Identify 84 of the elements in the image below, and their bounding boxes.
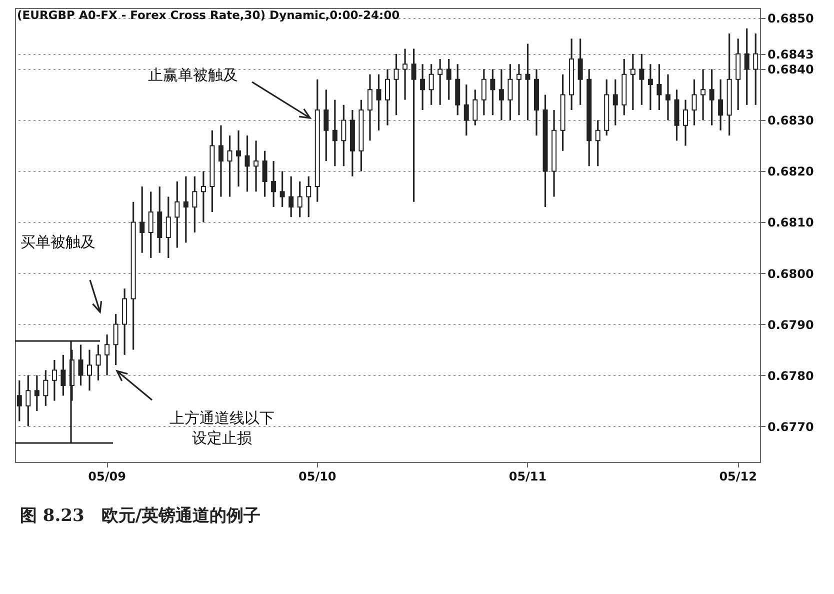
x-tick-label: 05/11 xyxy=(508,470,547,484)
candlestick xyxy=(420,63,426,111)
candlestick xyxy=(438,58,443,106)
candlestick xyxy=(656,63,662,111)
candlestick xyxy=(192,176,198,234)
candlestick xyxy=(744,28,750,106)
x-tick-label: 05/09 xyxy=(88,470,126,484)
y-tick-label: 0.6843 xyxy=(768,47,814,62)
candlestick xyxy=(639,53,644,106)
candlestick xyxy=(665,74,670,122)
candlestick xyxy=(472,88,478,126)
candlestick xyxy=(718,78,724,132)
y-tick-label: 0.6820 xyxy=(768,164,814,179)
candlestick xyxy=(428,63,434,106)
x-tick-label: 05/12 xyxy=(719,470,757,484)
candlestick xyxy=(508,63,513,122)
annotation: 止赢单被触及 xyxy=(148,66,238,84)
candlestick xyxy=(60,354,66,396)
candlestick xyxy=(236,130,241,188)
candlestick xyxy=(464,84,469,136)
candlestick xyxy=(140,186,145,254)
candlestick xyxy=(446,58,452,101)
candlestick xyxy=(753,32,758,106)
candlestick xyxy=(218,124,224,198)
candlestick xyxy=(43,369,48,407)
candlestick xyxy=(200,170,206,224)
candlestick xyxy=(52,359,57,402)
x-tick-label: 05/10 xyxy=(298,470,336,484)
candlestick xyxy=(87,348,92,392)
candlestick xyxy=(227,134,232,198)
candlestick xyxy=(104,334,110,376)
candlestick xyxy=(578,38,583,106)
annotation: 买单被触及 xyxy=(20,233,96,251)
candlestick xyxy=(385,68,390,126)
y-tick-label: 0.6810 xyxy=(768,216,814,230)
candlestick xyxy=(709,68,714,126)
candlestick xyxy=(683,99,688,147)
candlestick xyxy=(411,48,416,203)
y-tick-label: 0.6850 xyxy=(768,12,814,26)
caption: 图 8.23 欧元/英镑通道的例子 xyxy=(20,505,262,527)
candlestick xyxy=(280,170,285,208)
candlestick xyxy=(376,74,382,132)
candlestick xyxy=(402,48,408,101)
candlestick xyxy=(297,180,302,218)
candlestick xyxy=(692,78,697,126)
y-tick-label: 0.6780 xyxy=(768,368,814,383)
candlestick xyxy=(166,196,171,259)
candlestick xyxy=(271,160,276,208)
candlestick xyxy=(288,176,294,218)
candlestick xyxy=(16,380,22,422)
y-tick-label: 0.6800 xyxy=(768,266,814,281)
candlestick xyxy=(498,68,504,122)
candlestick xyxy=(174,180,180,249)
candlestick xyxy=(183,176,188,244)
candlestick xyxy=(595,119,600,167)
candlestick xyxy=(648,63,653,111)
candlestick xyxy=(78,344,84,386)
candlestick xyxy=(262,150,268,198)
candlestick xyxy=(612,78,618,126)
candlestick xyxy=(26,374,31,428)
candlestick xyxy=(490,68,496,116)
candlestick xyxy=(96,344,101,382)
candlestick xyxy=(516,63,522,116)
annotation: 上方通道线以下设定止损 xyxy=(170,409,274,447)
candlestick xyxy=(254,140,259,192)
candlestick xyxy=(525,42,530,122)
candlestick xyxy=(394,53,399,116)
candlestick xyxy=(306,176,312,218)
candlestick xyxy=(341,104,346,167)
candlestick xyxy=(367,74,372,142)
y-tick-label: 0.6770 xyxy=(768,420,814,434)
y-tick-label: 0.6840 xyxy=(768,62,814,77)
candlestick xyxy=(630,53,636,111)
candlestick xyxy=(244,134,250,192)
candlestick xyxy=(332,99,338,167)
candlestick xyxy=(481,68,486,116)
candlestick xyxy=(113,313,118,366)
y-tick-label: 0.6830 xyxy=(768,114,814,128)
candlestick xyxy=(700,68,706,122)
candlestick xyxy=(324,88,329,162)
candlestick xyxy=(148,190,154,259)
candlestick xyxy=(34,374,40,412)
y-tick-label: 0.6790 xyxy=(768,318,814,332)
chart-title: (EURGBP A0-FX - Forex Cross Rate,30) Dynamic,0:00-24:00 xyxy=(17,8,400,22)
